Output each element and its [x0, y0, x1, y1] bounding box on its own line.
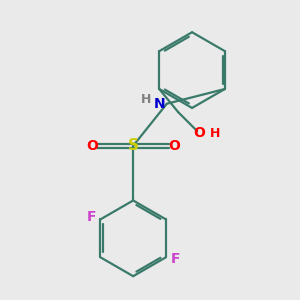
- Text: H: H: [210, 127, 220, 140]
- Text: O: O: [169, 139, 180, 153]
- Text: O: O: [86, 139, 98, 153]
- Text: S: S: [128, 138, 139, 153]
- Text: H: H: [141, 93, 151, 106]
- Text: N: N: [153, 97, 165, 111]
- Text: O: O: [193, 126, 205, 140]
- Text: F: F: [86, 210, 96, 224]
- Text: F: F: [170, 252, 180, 266]
